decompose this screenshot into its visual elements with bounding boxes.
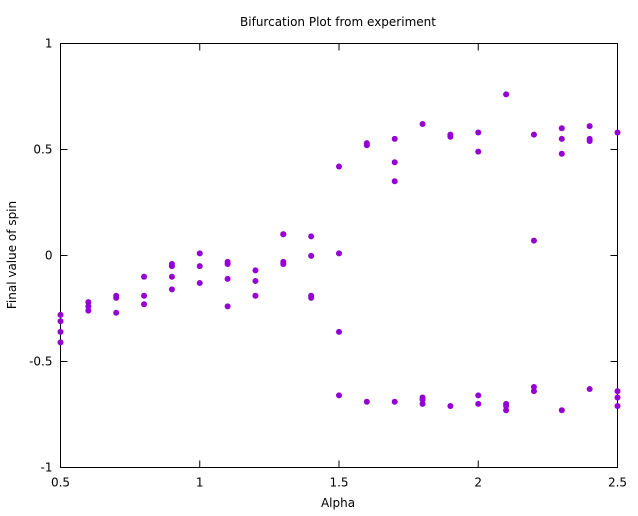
data-point <box>530 388 537 395</box>
data-point <box>168 263 175 270</box>
x-axis-tick-labels: 0.5 1 1.5 2 2.5 <box>51 476 627 490</box>
data-point <box>336 328 342 335</box>
data-point <box>503 403 510 410</box>
data-point <box>614 394 621 401</box>
data-point <box>141 301 148 308</box>
data-point <box>363 142 370 149</box>
data-point <box>475 392 482 399</box>
data-point <box>614 403 621 410</box>
data-point <box>391 398 398 405</box>
data-point <box>224 260 231 267</box>
data-point <box>113 309 120 316</box>
data-point <box>196 280 203 287</box>
y-tick-label: 0.5 <box>33 143 52 157</box>
x-tick-label: 2 <box>474 476 482 490</box>
data-point <box>530 383 537 390</box>
data-point <box>614 388 621 395</box>
data-point <box>614 129 621 136</box>
y-tick-label: 1 <box>45 37 53 51</box>
chart-title: Bifurcation Plot from experiment <box>240 15 436 29</box>
data-points <box>57 91 621 414</box>
x-tick-label: 0.5 <box>51 476 70 490</box>
data-point <box>196 263 203 270</box>
data-point <box>224 303 231 310</box>
data-point <box>85 299 92 306</box>
data-point <box>558 150 565 157</box>
data-point <box>475 148 482 155</box>
y-axis-label: Final value of spin <box>5 201 19 309</box>
x-tick-label: 1 <box>196 476 204 490</box>
data-point <box>503 91 510 98</box>
data-point <box>252 277 259 284</box>
data-point <box>447 403 454 410</box>
data-point <box>336 250 342 257</box>
data-point <box>363 398 370 405</box>
data-point <box>280 260 287 267</box>
data-point <box>57 328 64 335</box>
data-point <box>419 396 426 403</box>
data-point <box>85 303 92 310</box>
data-point <box>308 252 315 259</box>
x-axis-label: Alpha <box>321 496 355 510</box>
data-point <box>558 135 565 142</box>
y-axis-tick-labels: -1 -0.5 0 0.5 1 <box>29 37 52 475</box>
data-point <box>57 339 64 346</box>
data-point <box>391 178 398 185</box>
data-point <box>391 135 398 142</box>
data-point <box>57 318 64 325</box>
y-tick-label: -1 <box>41 461 53 475</box>
data-point <box>475 129 482 136</box>
data-point <box>530 237 537 244</box>
data-point <box>168 273 175 280</box>
data-point <box>391 159 398 166</box>
data-point <box>85 307 92 314</box>
y-tick-label: 0 <box>45 249 53 263</box>
data-point <box>252 292 259 299</box>
x-tick-label: 1.5 <box>329 476 348 490</box>
data-point <box>558 407 565 414</box>
axis-ticks <box>60 43 618 468</box>
data-point <box>336 163 342 170</box>
x-tick-label: 2.5 <box>608 476 627 490</box>
data-point <box>280 231 287 238</box>
data-point <box>141 292 148 299</box>
data-point <box>419 400 426 407</box>
data-point <box>475 400 482 407</box>
data-point <box>419 121 426 128</box>
data-point <box>558 125 565 132</box>
data-point <box>447 133 454 140</box>
data-point <box>113 294 120 301</box>
data-point <box>168 286 175 293</box>
data-point <box>586 386 593 393</box>
data-point <box>196 250 203 257</box>
data-point <box>336 392 342 399</box>
data-point <box>308 233 315 240</box>
data-point <box>141 273 148 280</box>
data-point <box>224 275 231 282</box>
data-point <box>530 131 537 138</box>
data-point <box>586 123 593 130</box>
data-point <box>252 267 259 274</box>
data-point <box>586 138 593 145</box>
data-point <box>57 311 64 318</box>
y-tick-label: -0.5 <box>29 355 52 369</box>
data-point <box>308 294 315 301</box>
data-point <box>503 407 510 414</box>
